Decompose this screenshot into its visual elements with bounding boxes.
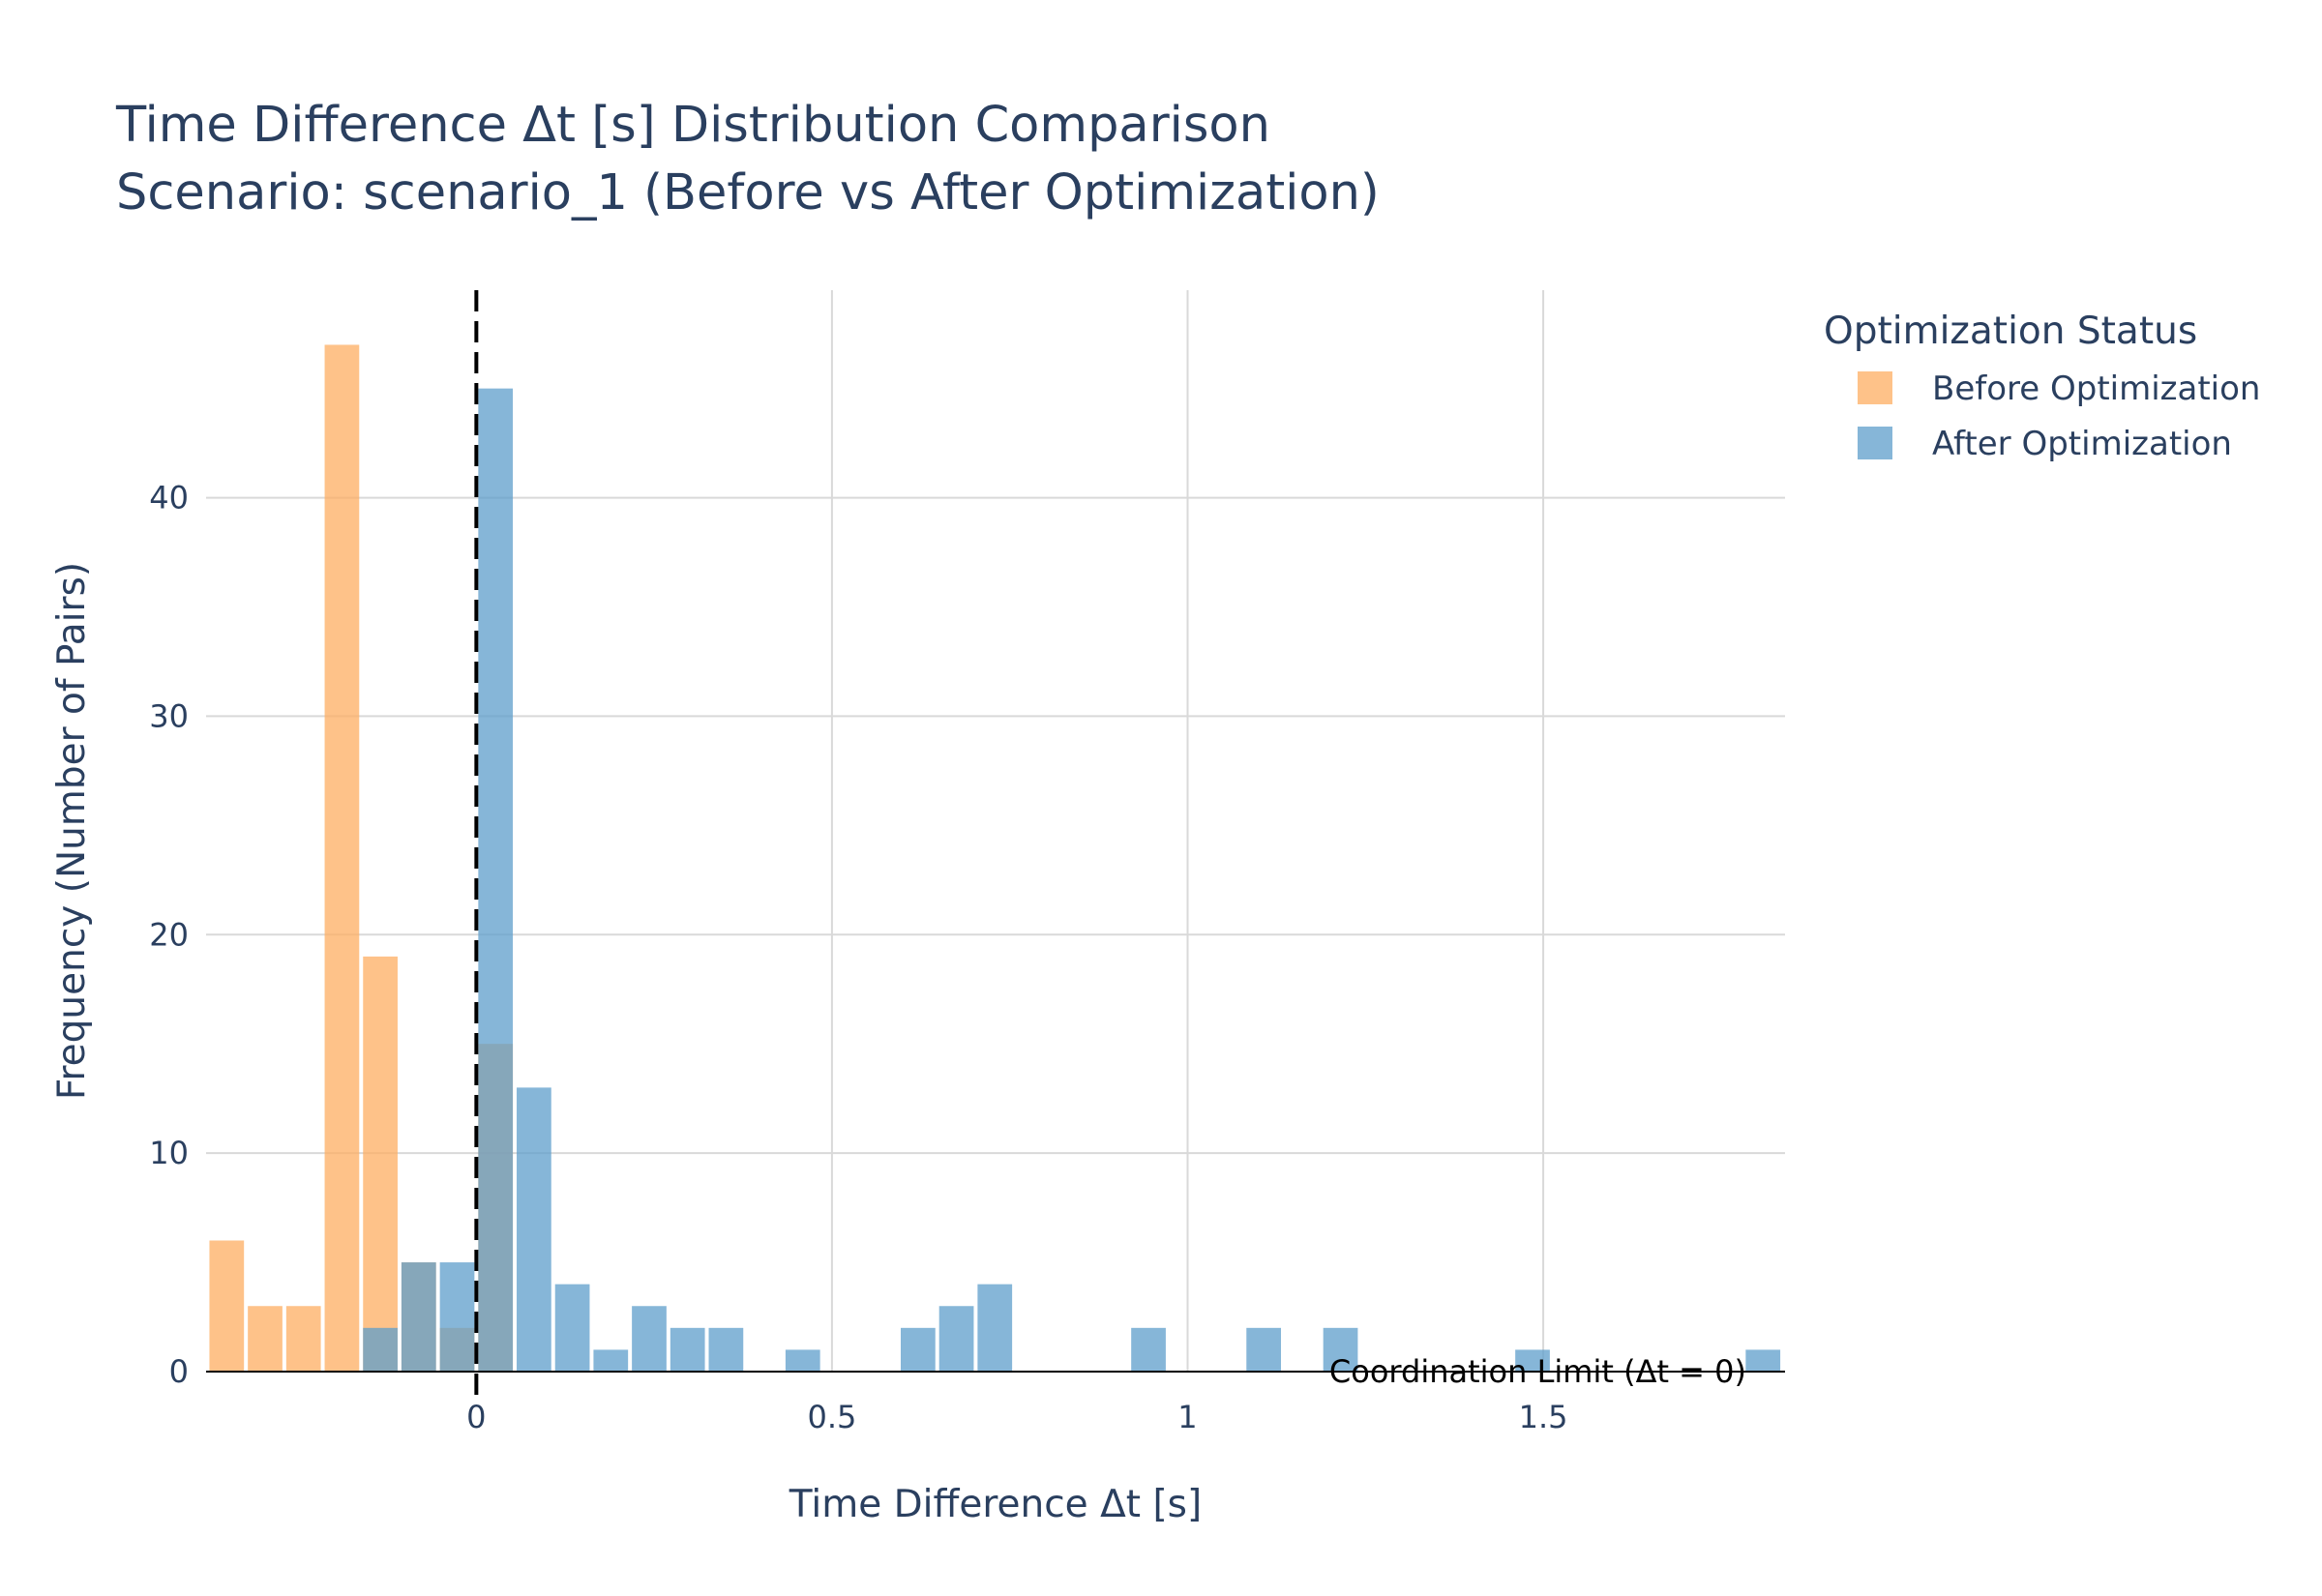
legend-item-label[interactable]: After Optimization	[1932, 425, 2232, 463]
x-tick-label: 0.5	[807, 1399, 856, 1435]
histogram-bar	[670, 1327, 705, 1372]
x-tick-label: 0	[466, 1399, 486, 1435]
y-tick-label: 30	[149, 697, 189, 734]
legend: Optimization Status Before Optimization Af…	[1824, 310, 2260, 463]
histogram-bars	[209, 344, 1781, 1373]
legend-item-label[interactable]: Before Optimization	[1932, 369, 2260, 408]
legend-title: Optimization Status	[1824, 310, 2197, 353]
coordination-limit-label: Coordination Limit (Δt = 0)	[1329, 1353, 1746, 1390]
histogram-bar	[708, 1327, 744, 1372]
histogram-bar	[938, 1306, 974, 1372]
x-axis-title: Time Difference Δt [s]	[789, 1483, 1202, 1526]
histogram-bar	[1323, 1327, 1358, 1372]
y-tick-label: 10	[149, 1135, 189, 1171]
y-axis-title: Frequency (Number of Pairs)	[50, 562, 94, 1100]
histogram-bar	[554, 1284, 590, 1372]
y-tick-label: 40	[149, 480, 189, 517]
histogram-bar	[324, 344, 360, 1373]
legend-swatch	[1858, 427, 1892, 459]
histogram-bar	[1745, 1349, 1781, 1372]
histogram-bar	[1246, 1327, 1282, 1372]
histogram-bar	[901, 1327, 936, 1372]
histogram-bar	[1131, 1327, 1166, 1372]
chart-title: Time Difference Δt [s] Distribution Comp…	[116, 97, 1270, 154]
histogram-bar	[439, 1262, 475, 1372]
axes: 0 0.5 1 1.5 0 10 20 30 40	[149, 480, 1785, 1435]
x-tick-label: 1	[1177, 1399, 1197, 1435]
histogram-bar	[285, 1306, 321, 1372]
y-tick-label: 0	[169, 1353, 189, 1390]
histogram-bar	[363, 1327, 398, 1372]
histogram-bar	[478, 388, 514, 1372]
histogram-bar	[517, 1087, 551, 1372]
x-tick-label: 1.5	[1519, 1399, 1568, 1435]
legend-swatch	[1858, 371, 1892, 404]
histogram-bar	[632, 1306, 667, 1372]
annotations: Coordination Limit (Δt = 0)	[474, 290, 1746, 1396]
histogram-bar	[401, 1262, 436, 1372]
histogram-bar	[248, 1306, 283, 1372]
histogram-bar	[593, 1349, 629, 1372]
histogram-bar	[977, 1284, 1013, 1372]
histogram-bar	[209, 1240, 245, 1372]
chart-subtitle: Scenario: scenario_1 (Before vs After Op…	[116, 164, 1380, 222]
histogram-bar	[1515, 1349, 1550, 1372]
y-tick-label: 20	[149, 916, 189, 953]
grid-lines	[206, 290, 1785, 1372]
histogram-bar	[363, 956, 398, 1372]
histogram-bar	[785, 1349, 820, 1372]
